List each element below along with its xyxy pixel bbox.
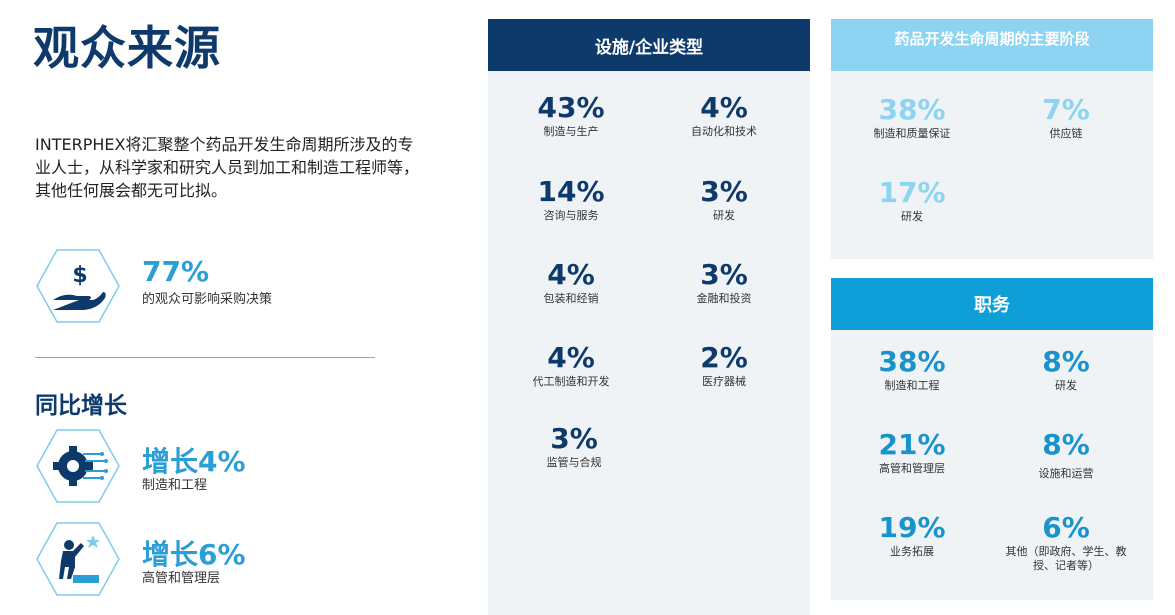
growth-label-1: 制造和工程 [142, 478, 208, 493]
facility-stat-3: 14% 咨询与服务 [537, 175, 605, 223]
roles-stat-2: 8% 研发 [1042, 345, 1090, 393]
svg-text:$: $ [72, 263, 87, 288]
facility-stat-8: 2% 医疗器械 [700, 341, 748, 389]
facility-header: 设施/企业类型 [488, 19, 810, 71]
facility-panel [488, 71, 810, 615]
gear-circuit-icon [36, 429, 120, 503]
facility-stat-6: 3% 金融和投资 [696, 258, 752, 306]
roles-stat-5: 19% 业务拓展 [878, 511, 946, 559]
roles-stat-1: 38% 制造和工程 [878, 345, 946, 393]
facility-stat-2: 4% 自动化和技术 [691, 91, 757, 139]
lifecycle-header: 药品开发生命周期的主要阶段 [831, 19, 1153, 71]
highlight-label: 的观众可影响采购决策 [142, 292, 273, 307]
roles-stat-6: 6% 其他（即政府、学生、教授、记者等） [1005, 511, 1127, 573]
growth-value-1: 增长4% [142, 445, 246, 478]
lifecycle-stat-1: 38% 制造和质量保证 [873, 93, 951, 141]
roles-stat-4: 8% 设施和运营 [1038, 428, 1094, 481]
facility-stat-7: 4% 代工制造和开发 [532, 341, 610, 389]
roles-stat-3: 21% 高管和管理层 [878, 428, 946, 476]
money-hand-icon: $ [36, 249, 120, 323]
facility-stat-5: 4% 包装和经销 [543, 258, 599, 306]
growth-value-2: 增长6% [142, 538, 246, 571]
lifecycle-stat-3: 17% 研发 [878, 176, 946, 224]
lifecycle-panel [831, 71, 1153, 259]
roles-header: 职务 [831, 278, 1153, 330]
facility-stat-1: 43% 制造与生产 [537, 91, 605, 139]
intro-text: INTERPHEX将汇聚整个药品开发生命周期所涉及的专业人士，从科学家和研究人员… [35, 135, 420, 200]
growth-label-2: 高管和管理层 [142, 571, 221, 586]
facility-stat-4: 3% 研发 [700, 175, 748, 223]
lifecycle-stat-2: 7% 供应链 [1042, 93, 1090, 141]
highlight-value: 77% [142, 255, 210, 288]
page-title: 观众来源 [33, 21, 221, 75]
growth-title: 同比增长 [35, 393, 127, 419]
facility-stat-9: 3% 监管与合规 [546, 422, 602, 470]
divider [35, 357, 375, 358]
roles-panel [831, 330, 1153, 600]
climbing-person-star-icon [36, 522, 120, 596]
